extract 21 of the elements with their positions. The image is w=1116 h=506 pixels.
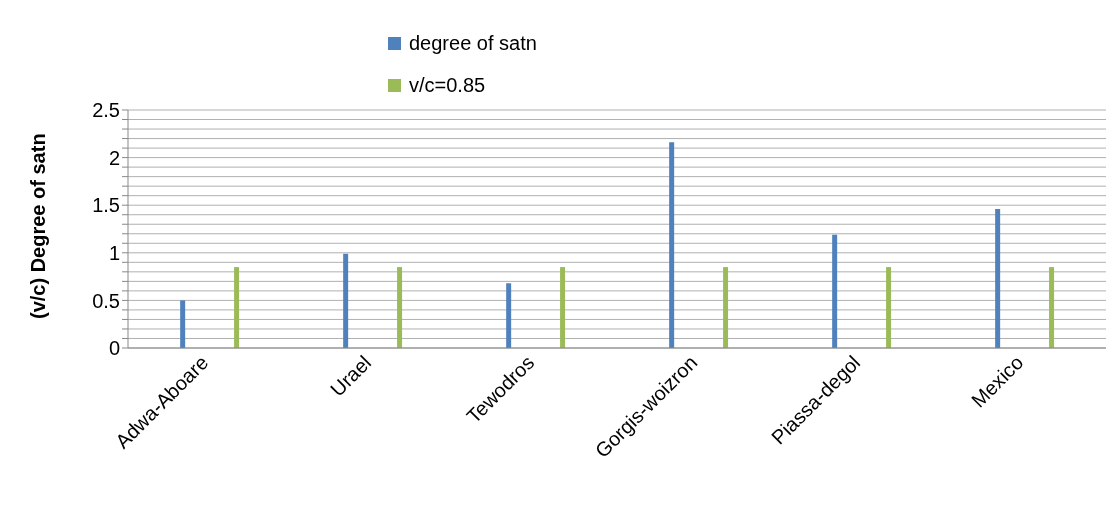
y-tick-label: 2.5 (92, 99, 120, 122)
y-tick-label: 2 (108, 146, 120, 169)
y-tick-label: 0 (108, 337, 120, 360)
bar (832, 234, 838, 348)
y-axis-title: (v/c) Degree of satn (27, 133, 50, 319)
y-tick-label: 1.5 (92, 194, 120, 217)
bar (506, 283, 512, 348)
bar (234, 267, 240, 348)
bar (560, 267, 566, 348)
bar (995, 209, 1001, 348)
bar (886, 267, 892, 348)
bar (343, 253, 349, 348)
bar (669, 142, 675, 348)
bar (723, 267, 729, 348)
legend-label: v/c=0.85 (409, 73, 486, 97)
bar (397, 267, 403, 348)
y-tick-label: 0.5 (92, 289, 120, 312)
legend-label: degree of satn (409, 31, 537, 55)
bar (1049, 267, 1055, 348)
bar (180, 300, 186, 348)
y-tick-label: 1 (108, 241, 120, 264)
